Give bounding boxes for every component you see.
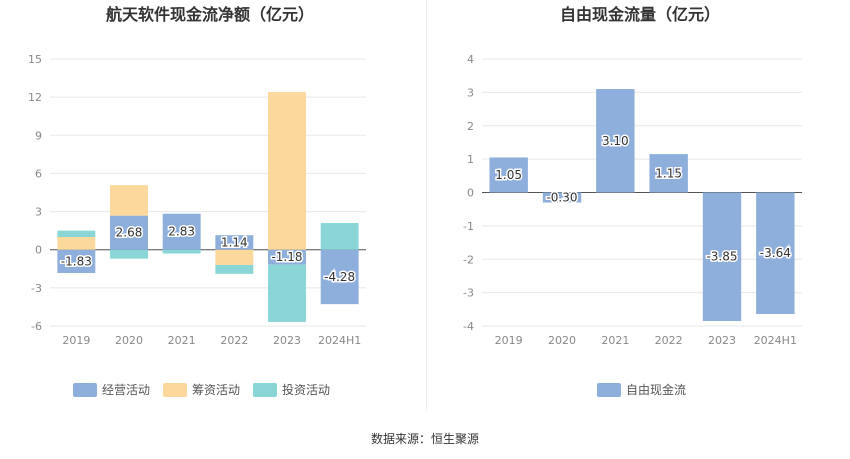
legend-swatch (163, 383, 187, 397)
y-tick-label: -3 (463, 287, 474, 300)
bar-segment (320, 249, 359, 305)
bar-segment (110, 249, 148, 259)
y-tick-label: 4 (467, 53, 474, 66)
y-tick-label: -2 (463, 253, 474, 266)
data-label: -1.18 (271, 250, 302, 264)
y-tick-label: 0 (467, 187, 474, 200)
y-tick-label: 6 (35, 167, 42, 180)
x-tick-label: 2024H1 (318, 334, 361, 347)
y-tick-label: -4 (463, 320, 474, 333)
y-tick-label: 3 (35, 206, 42, 219)
data-label: -3.85 (706, 250, 737, 264)
y-tick-label: 15 (28, 53, 42, 66)
bar-segment (110, 215, 148, 250)
x-tick-label: 2020 (115, 334, 143, 347)
source-note: 数据来源：恒生聚源 (370, 432, 479, 446)
y-tick-label: 9 (35, 129, 42, 142)
bar-segment (57, 230, 96, 237)
cash-flow-chart: 航天软件现金流净额（亿元） -6 -3 0 3 6 9 12 15 2019 2020 2021 202… (28, 5, 366, 397)
bar-segment (756, 192, 795, 314)
x-tick-label: 2023 (273, 334, 301, 347)
bar-segment (596, 89, 635, 193)
x-tick-label: 2022 (220, 334, 248, 347)
x-tick-label: 2024H1 (754, 334, 797, 347)
data-label: 2.68 (116, 226, 143, 240)
legend-label: 筹资活动 (192, 383, 240, 397)
bar-segment (57, 249, 96, 273)
data-label: 2.83 (168, 225, 195, 239)
data-label: 1.05 (495, 168, 522, 182)
legend-label: 自由现金流 (626, 382, 686, 397)
bar-segment (489, 157, 528, 193)
bar-segment (215, 235, 254, 250)
chart-title: 航天软件现金流净额（亿元） (106, 5, 314, 24)
bar-segment (702, 192, 742, 321)
x-tick-label: 2019 (495, 334, 523, 347)
data-label: -1.83 (61, 254, 92, 268)
y-tick-label: -3 (31, 282, 42, 295)
x-tick-label: 2020 (548, 334, 576, 347)
bar-segment (320, 223, 359, 250)
data-label: 1.15 (655, 166, 682, 180)
data-label: -3.64 (760, 246, 791, 260)
data-label: -4.28 (324, 270, 355, 284)
x-tick-label: 2019 (62, 334, 90, 347)
bar-segment (649, 154, 688, 193)
legend-swatch (253, 383, 277, 397)
bar-segment (162, 213, 201, 250)
y-tick-label: 12 (28, 91, 42, 104)
y-tick-label: -6 (31, 320, 42, 333)
bar-segment (268, 92, 306, 250)
x-tick-label: 2023 (708, 334, 736, 347)
legend-label: 经营活动 (102, 383, 150, 397)
x-tick-label: 2021 (601, 334, 629, 347)
y-tick-label: 3 (467, 86, 474, 99)
bar-segment (268, 249, 306, 265)
data-label: 1.14 (221, 235, 248, 249)
y-tick-label: 1 (467, 153, 474, 166)
data-label: 3.10 (602, 134, 629, 148)
legend-swatch (73, 383, 97, 397)
bar-segment (215, 249, 254, 265)
legend-label: 投资活动 (282, 382, 330, 397)
bar-segment (57, 237, 96, 250)
bar-segment (215, 264, 254, 274)
x-tick-label: 2022 (655, 334, 683, 347)
bar-segment (162, 249, 201, 254)
data-label: -0.30 (546, 191, 577, 205)
legend-swatch (597, 383, 621, 397)
bar-segment (542, 192, 582, 203)
y-tick-label: 2 (467, 120, 474, 133)
y-tick-label: -1 (463, 220, 474, 233)
bar-segment (268, 264, 306, 322)
chart-title: 自由现金流量（亿元） (560, 5, 720, 24)
bar-segment (110, 185, 148, 216)
free-cash-flow-chart: 自由现金流量（亿元） -4 -3 -2 -1 0 1 2 3 4 2019 2020 2021 2022 2… (463, 5, 802, 397)
x-tick-label: 2021 (168, 334, 196, 347)
panel-divider (426, 0, 427, 410)
y-tick-label: 0 (35, 244, 42, 257)
